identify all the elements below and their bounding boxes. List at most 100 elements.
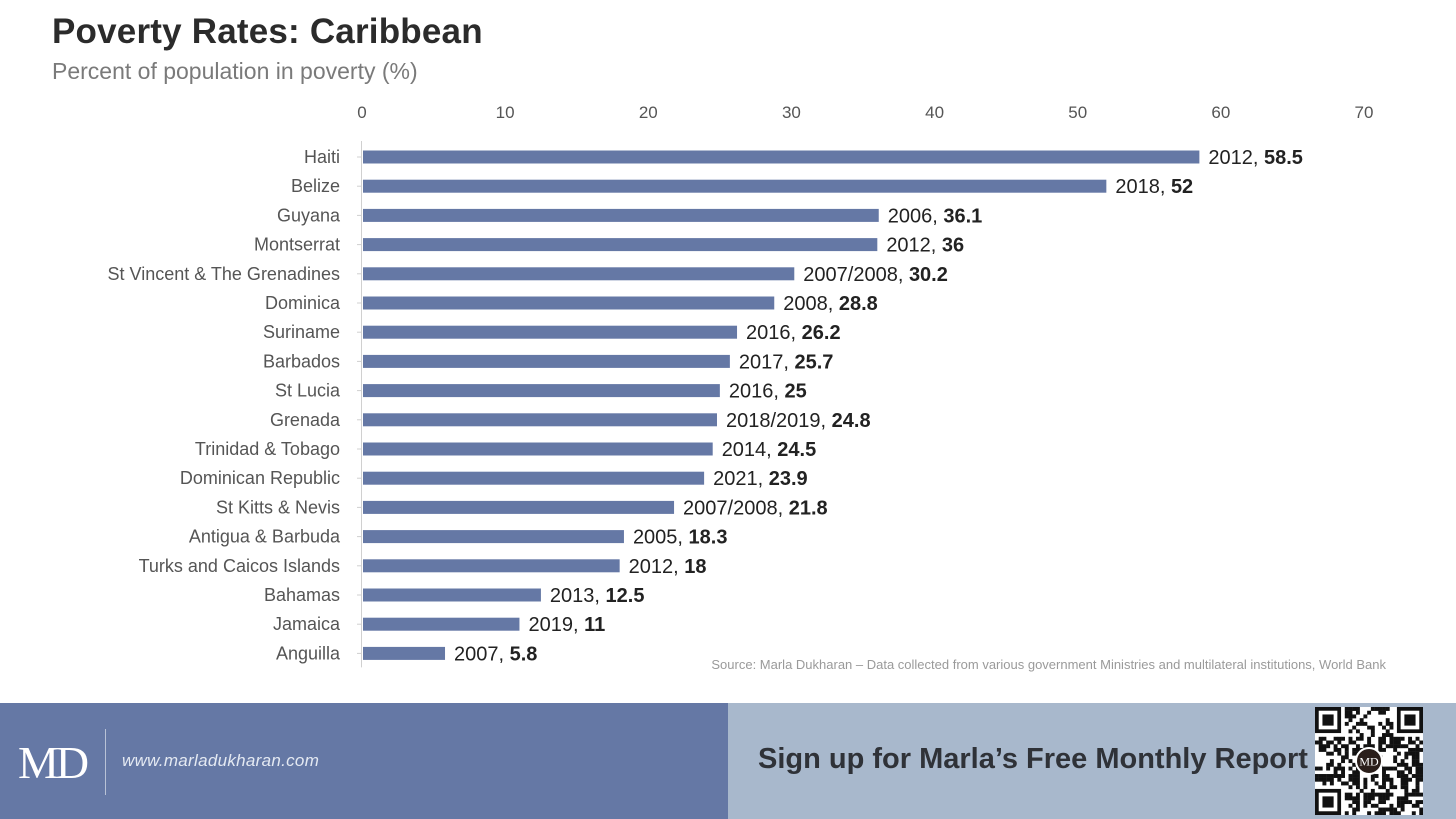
category-label: Bahamas: [264, 585, 340, 605]
data-label-value: 36.1: [943, 205, 982, 227]
category-label: Dominican Republic: [180, 468, 340, 488]
chart-subtitle: Percent of population in poverty (%): [52, 58, 418, 84]
data-label-year: 2006,: [888, 205, 944, 227]
qr-code-icon[interactable]: MD: [1315, 707, 1423, 815]
x-tick-label: 0: [357, 103, 366, 122]
category-label: Antigua & Barbuda: [189, 527, 341, 547]
data-label-year: 2012,: [629, 556, 685, 578]
data-label: 2018/2019, 24.8: [726, 410, 871, 432]
data-label: 2007/2008, 30.2: [803, 264, 948, 286]
data-label-value: 18.3: [689, 527, 728, 549]
x-tick-label: 10: [496, 103, 515, 122]
signup-cta[interactable]: Sign up for Marla’s Free Monthly Report: [758, 743, 1308, 775]
data-label: 2018, 52: [1115, 176, 1193, 198]
data-label-year: 2007/2008,: [803, 264, 909, 286]
data-label: 2006, 36.1: [888, 205, 983, 227]
data-label-year: 2018,: [1115, 176, 1171, 198]
bar-chart: 0 10 20 30 40 50 60 70 Haiti 2012, 58.5 Belize 2018…: [108, 103, 1374, 668]
footer-divider: [105, 729, 106, 795]
category-label: Guyana: [277, 205, 341, 225]
data-label-value: 18: [684, 556, 706, 578]
bar: [363, 384, 720, 398]
data-label-value: 28.8: [839, 293, 878, 315]
bar: [363, 617, 520, 631]
data-label: 2014, 24.5: [722, 439, 817, 461]
bar: [363, 413, 717, 427]
data-label: 2007, 5.8: [454, 643, 537, 665]
data-label-value: 25.7: [794, 351, 833, 373]
bar: [363, 588, 541, 602]
category-label: Barbados: [263, 351, 340, 371]
data-label-value: 11: [584, 614, 605, 636]
data-label: 2016, 26.2: [746, 322, 841, 344]
data-label-year: 2013,: [550, 585, 606, 607]
data-label-value: 26.2: [802, 322, 841, 344]
data-label: 2013, 12.5: [550, 585, 645, 607]
bar: [363, 559, 620, 573]
source-note: Source: Marla Dukharan – Data collected …: [711, 657, 1386, 672]
data-label-year: 2014,: [722, 439, 778, 461]
data-label: 2005, 18.3: [633, 527, 728, 549]
data-label-value: 24.8: [832, 410, 871, 432]
bar: [363, 179, 1107, 193]
data-label: 2012, 18: [629, 556, 707, 578]
bar: [363, 442, 713, 456]
category-label: St Kitts & Nevis: [216, 497, 340, 517]
data-label-year: 2005,: [633, 527, 689, 549]
data-label-value: 30.2: [909, 264, 948, 286]
bar: [363, 530, 624, 544]
data-label-year: 2018/2019,: [726, 410, 832, 432]
data-label-year: 2012,: [886, 235, 942, 257]
category-label: Montserrat: [254, 235, 340, 255]
bar: [363, 500, 675, 514]
x-tick-label: 40: [925, 103, 944, 122]
bar: [363, 238, 878, 252]
category-label: Grenada: [270, 410, 341, 430]
category-label: Jamaica: [273, 614, 341, 634]
data-label-value: 24.5: [777, 439, 816, 461]
chart-title: Poverty Rates: Caribbean: [52, 12, 483, 51]
data-label-value: 23.9: [769, 468, 808, 490]
bar: [363, 208, 879, 222]
bar: [363, 646, 446, 660]
bar: [363, 354, 730, 368]
data-label-value: 52: [1171, 176, 1193, 198]
bar: [363, 150, 1200, 164]
data-label-year: 2016,: [729, 381, 785, 403]
category-label: Suriname: [263, 322, 340, 342]
data-label-value: 58.5: [1264, 147, 1303, 169]
data-label-value: 5.8: [510, 643, 538, 665]
bar: [363, 471, 705, 485]
bar: [363, 325, 738, 339]
data-label-value: 36: [942, 235, 964, 257]
footer-brand-panel: MD www.marladukharan.com: [0, 703, 728, 819]
category-label: Haiti: [304, 147, 340, 167]
category-label: St Lucia: [275, 381, 341, 401]
footer-signup-panel[interactable]: Sign up for Marla’s Free Monthly Report …: [728, 703, 1456, 819]
data-label-value: 21.8: [789, 497, 828, 519]
category-label: Trinidad & Tobago: [195, 439, 340, 459]
x-tick-label: 20: [639, 103, 658, 122]
data-label: 2019, 11: [528, 614, 605, 636]
data-label: 2007/2008, 21.8: [683, 497, 828, 519]
data-label-year: 2012,: [1208, 147, 1264, 169]
x-tick-label: 60: [1211, 103, 1230, 122]
data-label-year: 2007/2008,: [683, 497, 789, 519]
website-link[interactable]: www.marladukharan.com: [122, 751, 320, 770]
data-label-year: 2017,: [739, 351, 795, 373]
x-tick-label: 30: [782, 103, 801, 122]
data-label: 2021, 23.9: [713, 468, 808, 490]
category-label: St Vincent & The Grenadines: [108, 264, 340, 284]
data-label: 2012, 58.5: [1208, 147, 1303, 169]
category-label: Turks and Caicos Islands: [139, 556, 340, 576]
qr-center-logo: MD: [1359, 755, 1379, 769]
bar: [363, 296, 775, 310]
data-label-year: 2008,: [783, 293, 839, 315]
data-label: 2008, 28.8: [783, 293, 878, 315]
category-label: Dominica: [265, 293, 341, 313]
data-label: 2017, 25.7: [739, 351, 834, 373]
data-label-value: 25: [784, 381, 806, 403]
x-tick-label: 70: [1355, 103, 1374, 122]
data-label: 2016, 25: [729, 381, 807, 403]
category-label: Belize: [291, 176, 340, 196]
